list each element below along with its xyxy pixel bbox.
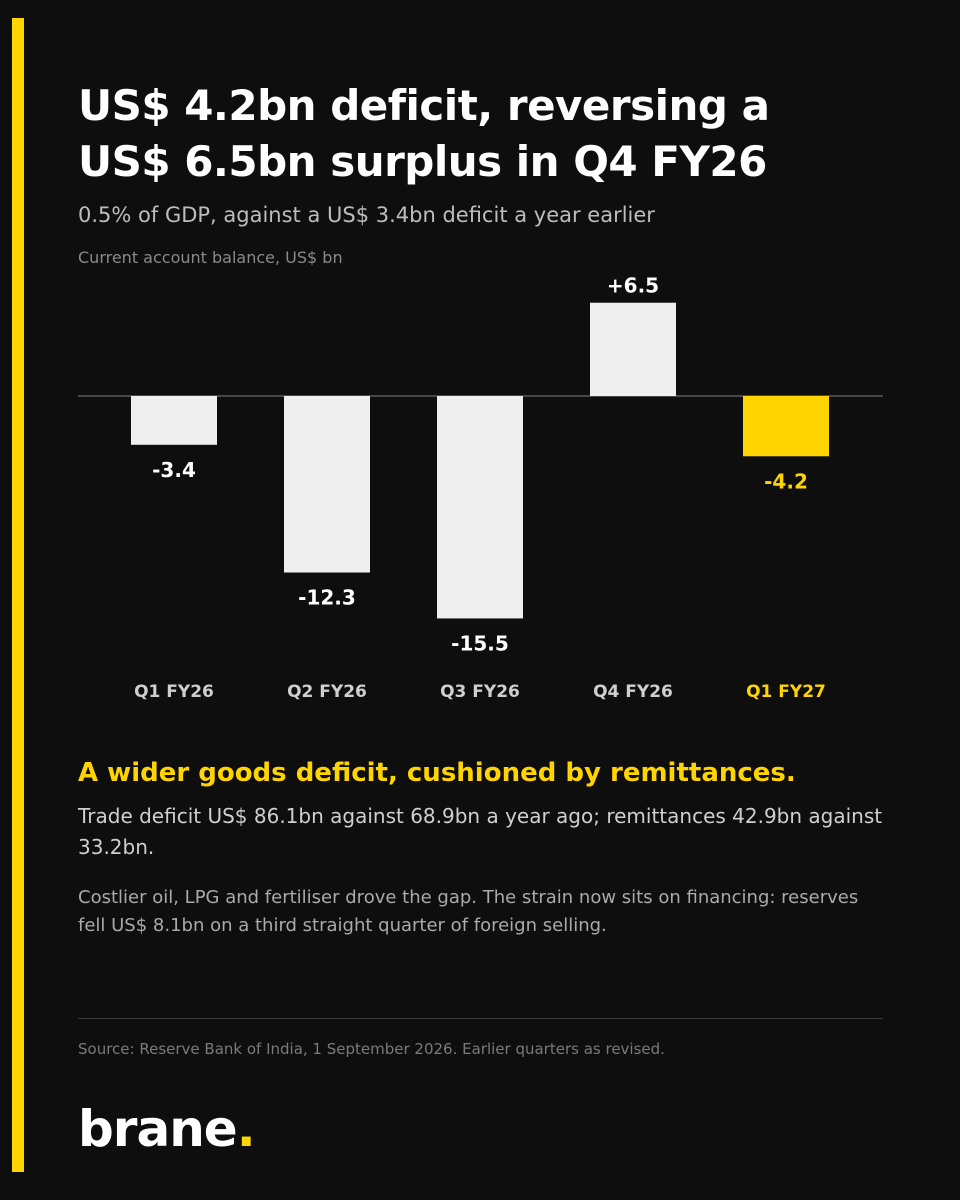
x-tick-q3-fy26: Q3 FY26	[440, 682, 520, 702]
brand-dot: .	[236, 1100, 256, 1158]
brand-name: brane	[78, 1100, 238, 1158]
accent-bar	[12, 18, 24, 1172]
x-tick-q4-fy26: Q4 FY26	[593, 682, 673, 702]
insight-heading: A wider goods deficit, cushioned by remi…	[78, 758, 796, 788]
data-label-q2-fy26: -12.3	[298, 586, 356, 610]
bar-chart: -3.4 Q1 FY26 -12.3 Q2 FY26 -15.5 Q3 FY26 +6.5 Q…	[78, 274, 883, 702]
source-note: Source: Reserve Bank of India, 1 Septemb…	[78, 1040, 665, 1058]
subtitle: 0.5% of GDP, against a US$ 3.4bn deficit…	[78, 203, 655, 227]
divider	[78, 1018, 883, 1019]
bar-q1-fy27	[743, 396, 829, 457]
headline-line-1: US$ 4.2bn deficit, reversing a	[78, 81, 770, 130]
x-tick-q2-fy26: Q2 FY26	[287, 682, 367, 702]
bar-q4-fy26	[590, 302, 676, 396]
bar-q3-fy26	[437, 396, 523, 619]
bar-q1-fy26	[131, 396, 217, 445]
data-label-q1-fy27: -4.2	[764, 469, 808, 493]
insight-paragraph-2: Costlier oil, LPG and fertiliser drove t…	[78, 887, 859, 936]
headline: US$ 4.2bn deficit, reversing a US$ 6.5bn…	[78, 78, 918, 190]
x-tick-q1-fy26: Q1 FY26	[134, 682, 214, 702]
data-label-q1-fy26: -3.4	[152, 458, 196, 482]
x-tick-q1-fy27: Q1 FY27	[746, 682, 826, 702]
data-label-q4-fy26: +6.5	[607, 274, 659, 298]
bar-q2-fy26	[284, 396, 370, 573]
insight-paragraph-1: Trade deficit US$ 86.1bn against 68.9bn …	[78, 804, 883, 859]
headline-line-2: US$ 6.5bn surplus in Q4 FY26	[78, 137, 767, 186]
brand-logo: brane.	[78, 1100, 256, 1158]
y-axis-label: Current account balance, US$ bn	[78, 248, 343, 267]
data-label-q3-fy26: -15.5	[451, 631, 509, 655]
